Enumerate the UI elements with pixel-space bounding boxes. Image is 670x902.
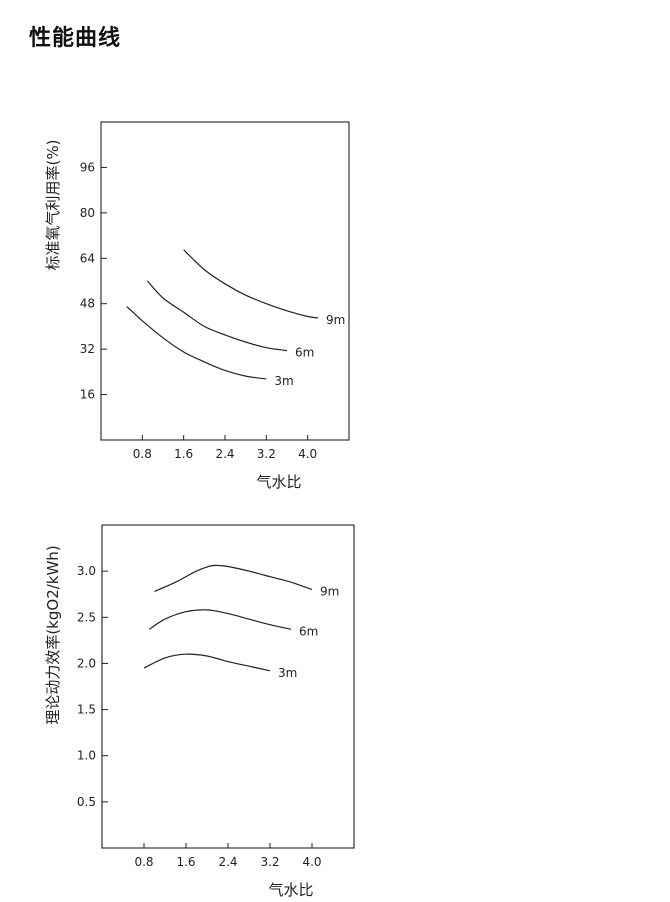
series-label-3m: 3m <box>278 666 297 680</box>
series-label-9m: 9m <box>320 585 339 599</box>
series-line-6m <box>148 609 292 630</box>
series-line-3m <box>126 306 267 380</box>
x-tick-label: 3.2 <box>257 447 276 461</box>
x-tick-label: 3.2 <box>260 855 279 869</box>
x-axis-title: 气水比 <box>268 881 313 899</box>
series-line-6m <box>147 280 288 352</box>
x-tick-label: 0.8 <box>133 447 152 461</box>
y-tick-label: 3.0 <box>77 564 96 578</box>
x-tick-label: 4.0 <box>298 447 317 461</box>
y-tick-label: 48 <box>80 297 95 311</box>
y-tick-label: 1.5 <box>77 703 96 717</box>
x-tick-label: 1.6 <box>176 855 195 869</box>
y-axis-title: 理论动力效率(kgO2/kWh) <box>44 545 62 724</box>
plot-frame <box>101 524 355 849</box>
y-tick-label: 1.0 <box>77 749 96 763</box>
series-label-3m: 3m <box>274 374 293 388</box>
y-tick-label: 2.5 <box>77 610 96 624</box>
y-tick-label: 16 <box>80 388 95 402</box>
y-tick-label: 2.0 <box>77 656 96 670</box>
y-tick-label: 64 <box>80 251 95 265</box>
series-label-6m: 6m <box>299 624 318 638</box>
y-tick-label: 32 <box>80 342 95 356</box>
x-tick-label: 1.6 <box>174 447 193 461</box>
x-tick-label: 2.4 <box>218 855 237 869</box>
x-tick-label: 2.4 <box>215 447 234 461</box>
x-axis-title: 气水比 <box>256 473 301 491</box>
y-axis-title: 标准氧气利用率(%) <box>44 140 62 271</box>
series-line-3m <box>143 653 271 672</box>
y-tick-label: 80 <box>80 206 95 220</box>
page-title: 性能曲线 <box>29 26 122 51</box>
series-line-9m <box>154 564 313 592</box>
y-tick-label: 96 <box>80 160 95 174</box>
series-line-9m <box>183 249 319 319</box>
x-tick-label: 4.0 <box>302 855 321 869</box>
y-tick-label: 0.5 <box>77 795 96 809</box>
x-tick-label: 0.8 <box>134 855 153 869</box>
series-label-6m: 6m <box>295 346 314 360</box>
series-label-9m: 9m <box>326 313 345 327</box>
